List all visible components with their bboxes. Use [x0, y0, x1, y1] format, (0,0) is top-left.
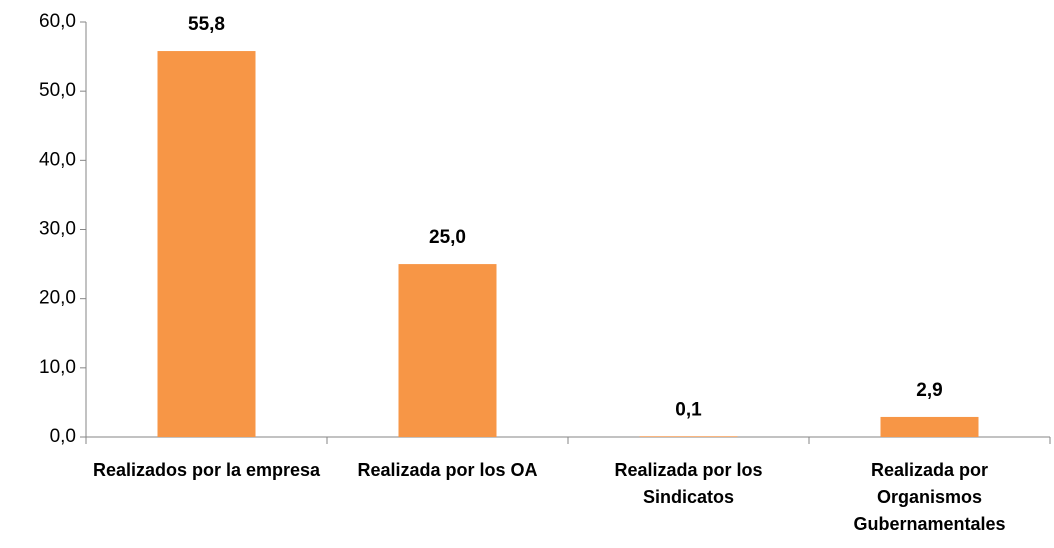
y-tick-label: 20,0: [39, 288, 76, 309]
value-label: 25,0: [429, 227, 466, 248]
y-tick-label: 30,0: [39, 219, 76, 240]
y-tick-label: 10,0: [39, 357, 76, 378]
y-tick-label: 50,0: [39, 80, 76, 101]
x-tick-label: Realizada por los Sindicatos: [614, 460, 763, 507]
value-label: 55,8: [188, 14, 225, 35]
y-tick-label: 60,0: [39, 11, 76, 32]
y-tick-label: 0,0: [50, 426, 76, 447]
x-tick-label: Realizada por Organismos Gubernamentales: [853, 460, 1006, 534]
x-tick-label: Realizados por la empresa: [92, 460, 321, 480]
bar: [639, 436, 738, 437]
bar: [880, 416, 979, 437]
bar: [157, 51, 256, 438]
value-label: 0,1: [675, 399, 702, 420]
y-tick-label: 40,0: [39, 149, 76, 170]
bar: [398, 264, 497, 437]
value-label: 2,9: [916, 380, 942, 401]
x-tick-label: Realizada por los OA: [357, 460, 538, 480]
